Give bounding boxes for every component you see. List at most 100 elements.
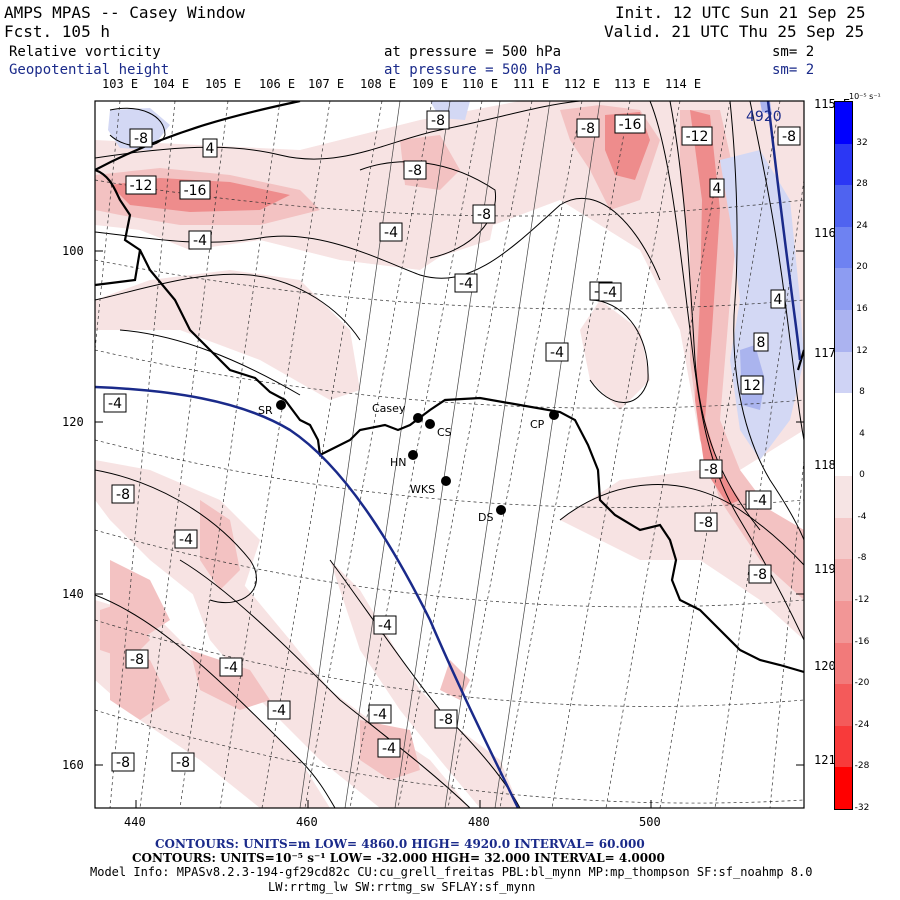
colorbar-tick-label: 0 [859,470,865,481]
colorbar-segment [835,767,852,810]
svg-text:-8: -8 [431,113,445,129]
station-label-cp: CP [530,418,545,431]
colorbar-segment [835,393,852,436]
station-dot-cs [425,419,435,429]
station-dot-hn [408,450,418,460]
x-tick-label: 480 [468,815,490,829]
station-label-sr: SR [258,404,273,417]
svg-text:-8: -8 [134,131,148,147]
svg-text:-8: -8 [130,652,144,668]
y-tick-label: 140 [62,587,84,601]
vorticity-label: -16 [179,180,211,200]
colorbar-tick-label: -20 [854,678,870,689]
station-label-cs: CS [437,426,452,439]
vorticity-label: -8 [434,709,458,729]
vorticity-label: -4 [103,393,127,413]
vorticity-label: -4 [748,490,772,510]
colorbar-tick-label: -24 [854,719,870,730]
station-label-ds: DS [478,511,493,524]
station-label-wks: WKS [410,483,435,496]
svg-text:-4: -4 [193,233,207,249]
colorbar-tick-label: 24 [856,220,868,231]
vorticity-label: -4 [188,230,212,250]
field2-level: at pressure = 500 hPa [384,62,562,78]
vorticity-label: -4 [598,282,622,302]
coastline [95,168,804,674]
vorticity-label: -8 [403,160,427,180]
field1-name: Relative vorticity [9,44,161,60]
svg-text:-8: -8 [439,712,453,728]
colorbar-segment [835,102,852,145]
colorbar-tick-label: -28 [854,761,870,772]
svg-text:-4: -4 [378,618,392,634]
vorticity-label: -4 [545,342,569,362]
forecast-hour: Fcst. 105 h [4,22,110,41]
top-lon-label: 111 E [513,77,550,91]
colorbar-unit: 10⁻⁵ s⁻¹ [849,92,881,101]
vorticity-label: -8 [171,752,195,772]
x-tick-label: 460 [296,815,318,829]
vorticity-label: -8 [111,752,135,772]
vorticity-label: -8 [777,126,801,146]
colorbar-segment [835,476,852,519]
vorticity-label: -4 [267,700,291,720]
colorbar-segment [835,185,852,228]
plot-frame [94,100,805,809]
colorbar-tick-label: 20 [856,262,868,273]
colorbar-tick-label: -4 [857,511,867,522]
vorticity-label: -4 [174,529,198,549]
top-lon-label: 112 E [564,77,601,91]
colorbar-segment [835,517,852,560]
svg-text:-8: -8 [116,755,130,771]
top-lon-label: 104 E [153,77,190,91]
colorbar-segment [835,559,852,602]
colorbar-tick-label: -16 [854,636,870,647]
svg-text:8: 8 [757,335,766,351]
svg-text:-8: -8 [699,515,713,531]
valid-time: Valid. 21 UTC Thu 25 Sep 25 [604,22,865,41]
top-lon-label: 109 E [412,77,449,91]
height-contour-label: 4920 [746,109,782,125]
vorticity-label: -8 [472,204,496,224]
colorbar-tick-label: 32 [856,137,868,148]
vorticity-label: -12 [681,126,713,146]
vorticity-label: -8 [576,118,600,138]
coastline-ne [796,349,804,371]
vorticity-label: -8 [426,110,450,130]
height-contour-4920 [766,101,802,361]
svg-text:-16: -16 [184,183,207,199]
colorbar-segment [835,684,852,727]
svg-text:-4: -4 [382,741,396,757]
colorbar [834,101,853,810]
y-tick-label: 100 [62,244,84,258]
vorticity-label: -8 [694,512,718,532]
colorbar-tick-label: 4 [859,428,865,439]
top-lon-label: 107 E [308,77,345,91]
contour-info-vorticity: CONTOURS: UNITS=10⁻⁵ s⁻¹ LOW= -32.000 HI… [132,851,665,865]
map-title: AMPS MPAS -- Casey Window [4,3,245,22]
svg-text:-4: -4 [459,276,473,292]
vorticity-label: -12 [125,175,157,195]
vorticity-label: -8 [748,564,772,584]
height-contour-4860 [95,385,520,808]
model-info-physics: LW:rrtmg_lw SW:rrtmg_sw SFLAY:sf_mynn [268,880,536,894]
y-tick-label: 120 [62,415,84,429]
colorbar-tick-label: -32 [854,803,870,813]
top-lon-label: 108 E [360,77,397,91]
svg-text:-4: -4 [108,396,122,412]
axis-ticks [95,250,804,808]
svg-text:-4: -4 [272,703,286,719]
vorticity-label: -4 [368,704,392,724]
colorbar-segment [835,601,852,644]
station-dot-wks [441,476,451,486]
top-lon-label: 103 E [102,77,139,91]
svg-text:-4: -4 [550,345,564,361]
station-dot-casey [413,413,423,423]
vorticity-label: -8 [699,459,723,479]
contour-info-height: CONTOURS: UNITS=m LOW= 4860.0 HIGH= 4920… [155,837,645,851]
svg-text:-8: -8 [782,129,796,145]
colorbar-segment [835,434,852,477]
vorticity-label: -8 [129,128,153,148]
vorticity-label: -4 [219,657,243,677]
